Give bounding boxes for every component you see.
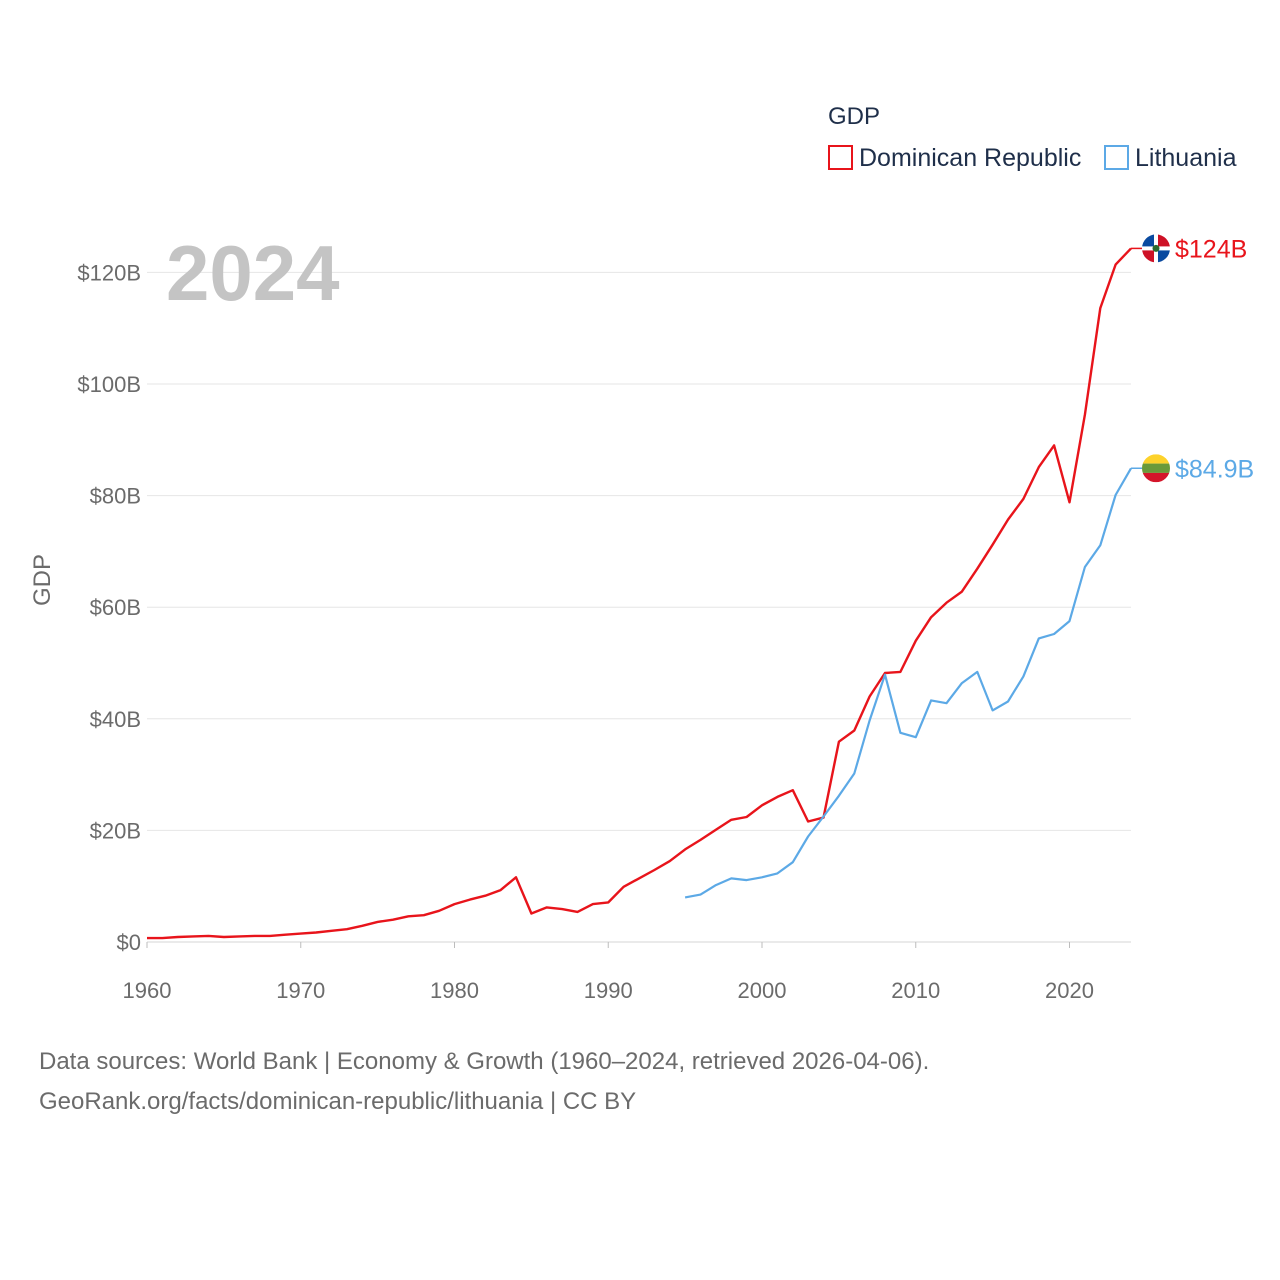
y-tick-label: $120B: [77, 260, 141, 285]
axes: $0 $20B $40B $60B $80B $100B $120B 1960 1970 1980…: [77, 260, 1094, 1003]
y-tick-label: $20B: [90, 818, 141, 843]
y-tick-label: $60B: [90, 595, 141, 620]
x-tick-label: 2000: [738, 978, 787, 1003]
lithuania-flag-icon: [1142, 454, 1170, 483]
legend-label-dominican-republic: Dominican Republic: [859, 144, 1081, 172]
gdp-line-chart: $0 $20B $40B $60B $80B $100B $120B 1960 1970 1980…: [29, 103, 1254, 1003]
series-line-lithuania: [684, 467, 1132, 899]
y-tick-label: $40B: [90, 707, 141, 732]
x-tick-label: 2020: [1045, 978, 1094, 1003]
end-value-label-dominican-republic: $124B: [1175, 235, 1247, 263]
series-line-dominican-republic: [147, 247, 1132, 940]
series-lines: [147, 247, 1132, 940]
grid-lines: [147, 271, 1131, 943]
end-labels: $124B $84.9B: [1131, 234, 1254, 483]
legend-swatch-lithuania: [1104, 145, 1129, 170]
legend-title: GDP: [828, 103, 880, 130]
year-watermark: 2024: [166, 229, 340, 317]
footer-attribution-line: GeoRank.org/facts/dominican-republic/lit…: [39, 1088, 637, 1115]
legend-item-dominican-republic[interactable]: Dominican Republic: [828, 144, 1081, 172]
legend-label-lithuania: Lithuania: [1135, 144, 1237, 172]
x-tick-label: 2010: [891, 978, 940, 1003]
y-tick-label: $0: [117, 930, 141, 955]
end-value-label-lithuania: $84.9B: [1175, 455, 1254, 483]
y-tick-label: $100B: [77, 372, 141, 397]
footer-source-line: Data sources: World Bank | Economy & Gro…: [39, 1048, 930, 1075]
x-tick-label: 1990: [584, 978, 633, 1003]
legend-swatch-dominican-republic: [828, 145, 853, 170]
legend-item-lithuania[interactable]: Lithuania: [1104, 144, 1237, 172]
x-tick-label: 1970: [276, 978, 325, 1003]
y-tick-label: $80B: [90, 484, 141, 509]
x-tick-label: 1960: [123, 978, 172, 1003]
data-source-footer: Data sources: World Bank | Economy & Gro…: [39, 1042, 929, 1122]
x-tick-label: 1980: [430, 978, 479, 1003]
dominican-republic-flag-icon: [1142, 234, 1170, 263]
y-axis-label: GDP: [29, 554, 56, 606]
